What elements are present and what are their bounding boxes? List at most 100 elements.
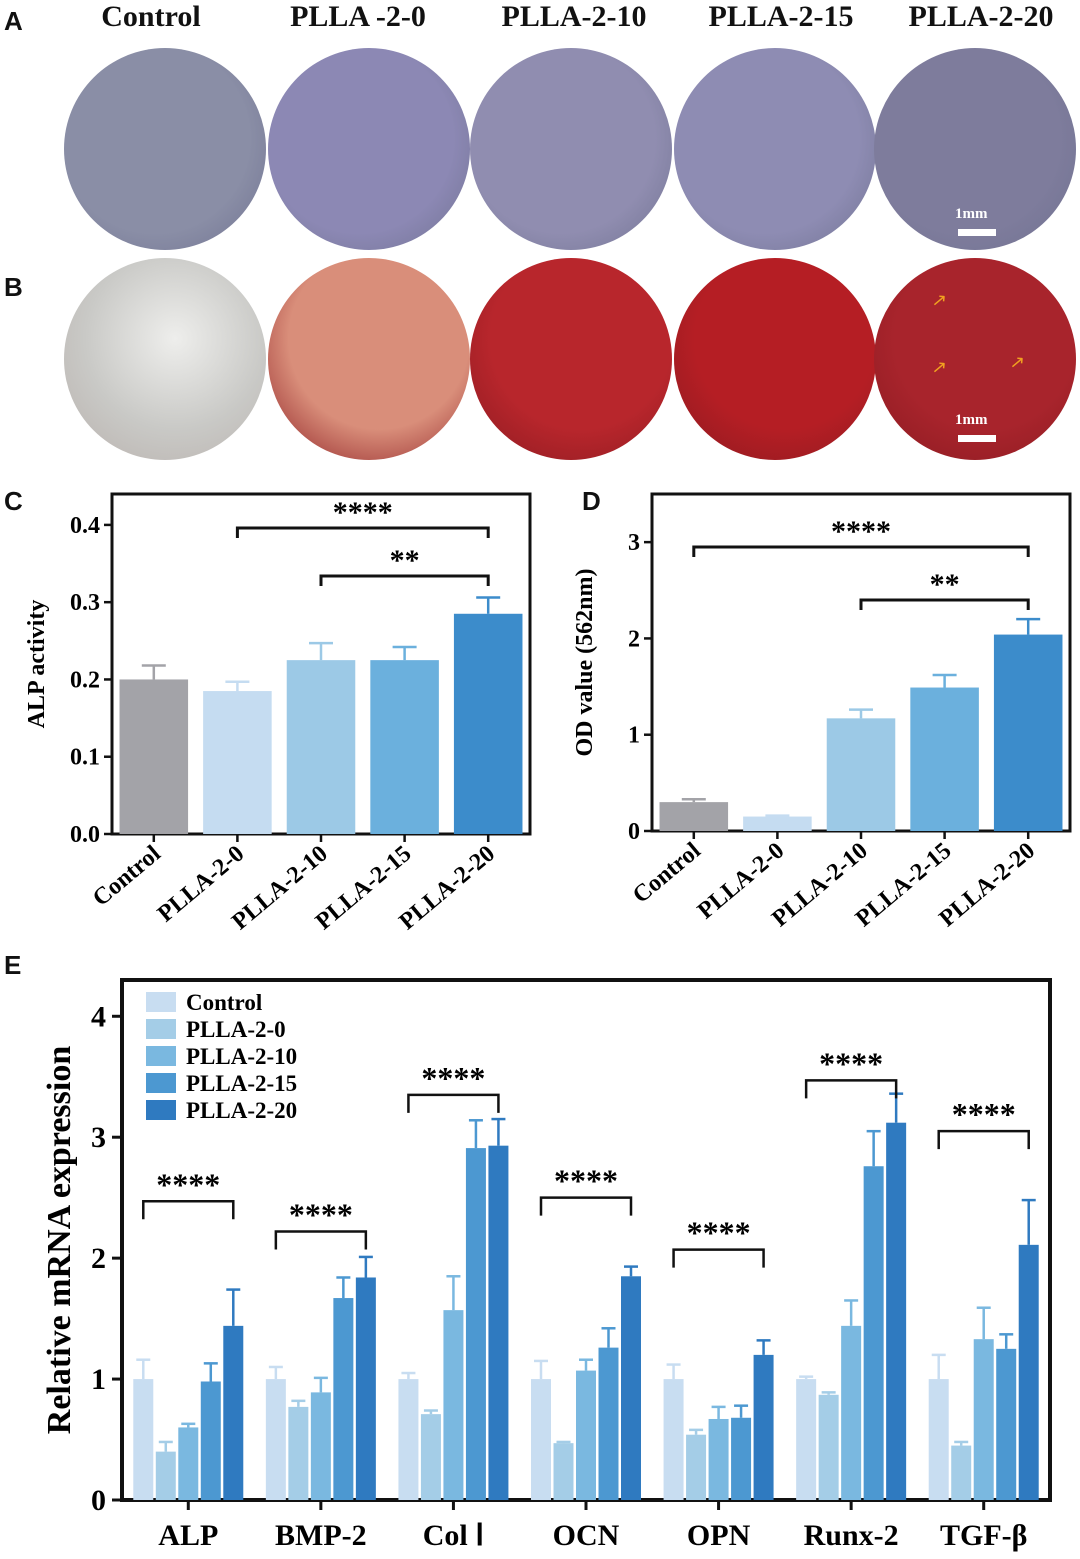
bar-control (659, 802, 729, 831)
bar-col-plla-2-15 (465, 1148, 486, 1500)
bar-col-control (398, 1379, 419, 1500)
bar-tgf-plla-2-15 (996, 1348, 1017, 1500)
x-tick-label-opn: OPN (687, 1519, 751, 1552)
bar-runx-2-plla-2-0 (818, 1394, 839, 1500)
bar-runx-2-plla-2-20 (886, 1122, 907, 1500)
legend-label-plla-2-20: PLLA-2-20 (186, 1098, 297, 1123)
bar-opn-plla-2-20 (753, 1354, 774, 1500)
panel-label-b: B (4, 272, 23, 302)
alp-stain-plate-plla-2-15 (674, 48, 876, 250)
legend-label-plla-2-15: PLLA-2-15 (186, 1071, 297, 1096)
bar-plla-2-20 (993, 634, 1063, 831)
alp-stain-plate-plla-2-20 (874, 48, 1076, 250)
bar-opn-control (663, 1379, 684, 1500)
panel-label-d: D (582, 486, 601, 516)
significance-label: **** (289, 1197, 353, 1233)
x-tick-label-col: Col Ⅰ (423, 1519, 484, 1552)
bar-plla-2-15 (910, 687, 979, 831)
bar-tgf-plla-2-0 (951, 1445, 972, 1500)
significance-bracket (319, 574, 490, 586)
bar-ocn-plla-2-0 (553, 1443, 574, 1500)
bar-col-plla-2-20 (488, 1145, 509, 1500)
alp-stain-plate-plla-2-10 (470, 48, 672, 250)
significance-label: **** (819, 1045, 883, 1081)
bar-bmp-2-control (265, 1379, 286, 1500)
bar-tgf-control (928, 1379, 949, 1500)
legend-label-plla-2-10: PLLA-2-10 (186, 1044, 297, 1069)
panel-label-e: E (4, 950, 22, 980)
bar-ocn-control (531, 1379, 551, 1500)
significance-label: **** (333, 496, 393, 529)
x-tick-label-tgf: TGF-β (940, 1519, 1027, 1552)
y-tick-label: 0.2 (70, 667, 100, 693)
bar-bmp-2-plla-2-0 (288, 1406, 309, 1500)
significance-label: **** (554, 1163, 618, 1199)
bar-control (119, 679, 189, 834)
ars-stain-plate-control (64, 258, 266, 460)
x-tick-label-control: Control (88, 840, 166, 911)
ars-stain-plate-plla-2-20 (874, 258, 1076, 460)
bar-plla-2-0 (743, 816, 812, 831)
y-tick-label: 0.3 (70, 590, 100, 616)
bar-plla-2-10 (826, 718, 896, 831)
significance-label: ** (930, 568, 960, 601)
y-tick-label: 1 (628, 723, 640, 749)
y-tick-label: 0 (91, 1484, 106, 1517)
y-axis-label: OD value (562nm) (572, 569, 598, 757)
significance-bracket (672, 1248, 765, 1268)
scale-bar-label-a: 1mm (955, 206, 988, 222)
bar-ocn-plla-2-20 (621, 1276, 641, 1500)
bar-plla-2-10 (286, 660, 356, 834)
ars-stain-plate-plla-2-15 (674, 258, 876, 460)
bar-ocn-plla-2-15 (598, 1347, 619, 1500)
panel-label-a: A (4, 6, 23, 36)
alp-stain-plate-control (64, 48, 266, 250)
legend-label-plla-2-0: PLLA-2-0 (186, 1017, 286, 1042)
ars-stain-plate-plla-2-10 (470, 258, 672, 460)
bar-alp-control (133, 1379, 154, 1500)
group-label-plla-2-20: PLLA-2-20 (908, 0, 1054, 33)
y-tick-label: 1 (91, 1363, 106, 1396)
significance-label: **** (831, 515, 891, 548)
group-label-plla-2-0: PLLA -2-0 (290, 0, 426, 33)
legend-swatch-control (146, 992, 176, 1012)
significance-bracket (692, 545, 1030, 557)
chart-relative-mrna-expression: 0 1 2 3 4 Relative mRNA expression ALP **** BMP-… (41, 978, 1052, 1552)
bar-bmp-2-plla-2-20 (355, 1277, 376, 1500)
bar-ocn-plla-2-10 (576, 1370, 596, 1500)
bar-bmp-2-plla-2-10 (310, 1392, 331, 1500)
bar-alp-plla-2-20 (223, 1325, 244, 1500)
legend-swatch-plla-2-10 (146, 1046, 176, 1066)
bar-plla-2-15 (370, 660, 439, 834)
scale-bar-b (958, 435, 996, 442)
significance-label: **** (156, 1166, 220, 1202)
x-tick-label-ocn: OCN (553, 1519, 620, 1552)
y-axis-label: ALP activity (24, 600, 50, 729)
y-axis-label: Relative mRNA expression (41, 1046, 78, 1435)
bar-runx-2-plla-2-15 (863, 1166, 884, 1500)
bar-opn-plla-2-15 (731, 1417, 752, 1500)
significance-bracket (407, 1093, 500, 1113)
bar-runx-2-control (796, 1379, 817, 1500)
y-tick-label: 0.1 (70, 745, 100, 771)
y-tick-label: 0 (628, 819, 640, 845)
legend-label-control: Control (186, 990, 262, 1015)
significance-bracket (235, 526, 490, 538)
y-tick-label: 4 (91, 1000, 106, 1033)
bar-runx-2-plla-2-10 (841, 1325, 862, 1500)
group-label-control: Control (101, 0, 201, 33)
bar-col-plla-2-10 (443, 1310, 464, 1500)
significance-label: **** (952, 1096, 1016, 1132)
significance-bracket (539, 1196, 633, 1216)
bar-tgf-plla-2-10 (973, 1339, 994, 1500)
ars-stain-plate-plla-2-0 (268, 258, 470, 460)
bar-alp-plla-2-0 (155, 1451, 176, 1500)
x-tick-label-control: Control (628, 837, 706, 908)
y-tick-label: 2 (628, 626, 640, 652)
bar-plla-2-0 (203, 691, 272, 834)
y-tick-label: 2 (91, 1242, 106, 1275)
y-tick-label: 3 (628, 530, 640, 556)
bar-plla-2-20 (453, 613, 523, 834)
